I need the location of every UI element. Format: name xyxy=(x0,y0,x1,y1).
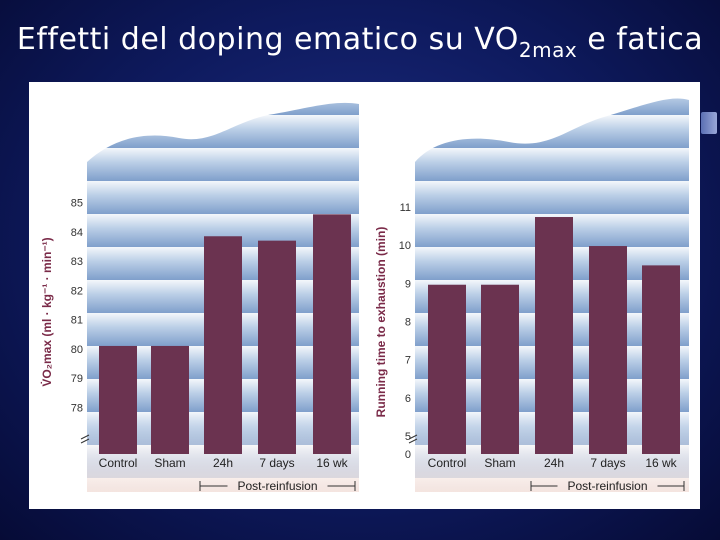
y-tick-label: 0 xyxy=(405,449,411,461)
bar-24h xyxy=(535,217,573,454)
post-reinfusion-label: Post-reinfusion xyxy=(567,479,647,493)
title-tail: e fatica xyxy=(577,22,704,57)
x-category-label: 24h xyxy=(544,456,564,470)
axis-break-icon xyxy=(80,434,90,444)
y-tick-label: 10 xyxy=(399,240,411,252)
x-category-label: 7 days xyxy=(259,456,294,470)
x-category-label: Sham xyxy=(154,456,185,470)
slide-side-tab xyxy=(701,112,717,134)
bar-sham xyxy=(151,345,189,454)
figure-panel: 78 79 80 81 82 83 84 85 V̇O₂max (ml · kg⁻¹ · min… xyxy=(29,82,700,509)
post-reinfusion-label: Post-reinfusion xyxy=(237,479,317,493)
bar-16-wk xyxy=(313,214,351,454)
title-main: Effetti del doping ematico su VO xyxy=(16,22,519,57)
y-tick-label: 7 xyxy=(405,355,411,367)
x-category-label: Control xyxy=(99,456,138,470)
bar-7-days xyxy=(589,246,627,454)
y-tick-label: 79 xyxy=(71,373,83,385)
bar-16-wk xyxy=(642,265,680,454)
y-tick-label: 84 xyxy=(71,227,83,239)
chart-panel-1: 78 79 80 81 82 83 84 85 V̇O₂max (ml · kg⁻¹ · min… xyxy=(39,102,359,493)
y-tick-label: 82 xyxy=(71,285,83,297)
y-tick-label: 11 xyxy=(400,202,411,214)
slide-title: Effetti del doping ematico su VO2max e f… xyxy=(0,22,720,62)
bar-control xyxy=(428,284,466,454)
y-axis-title: Running time to exhaustion (min) xyxy=(374,227,388,418)
axis-break-icon xyxy=(408,434,418,444)
y-tick-label: 83 xyxy=(71,256,83,268)
x-category-label: 16 wk xyxy=(645,456,677,470)
x-category-label: 7 days xyxy=(590,456,625,470)
x-category-label: Control xyxy=(428,456,467,470)
y-tick-label: 81 xyxy=(71,315,83,327)
x-category-label: 16 wk xyxy=(316,456,348,470)
y-tick-label: 9 xyxy=(405,278,411,290)
y-tick-label: 80 xyxy=(71,344,83,356)
y-tick-label: 8 xyxy=(405,317,411,329)
title-subscript: 2max xyxy=(518,38,578,62)
bar-7-days xyxy=(258,240,296,454)
chart-panel-2: 0 5 6 7 8 9 10 11 Running time to exhaustion (mi… xyxy=(374,98,689,493)
bar-24h xyxy=(204,236,242,454)
y-tick-label: 85 xyxy=(71,198,83,210)
bar-sham xyxy=(481,284,519,454)
y-tick-label: 6 xyxy=(405,393,411,405)
y-axis-title: V̇O₂max (ml · kg⁻¹ · min⁻¹) xyxy=(39,237,54,386)
x-category-label: Sham xyxy=(484,456,515,470)
x-category-label: 24h xyxy=(213,456,233,470)
y-tick-label: 5 xyxy=(405,431,411,443)
bar-control xyxy=(99,345,137,454)
y-tick-label: 78 xyxy=(71,402,83,414)
